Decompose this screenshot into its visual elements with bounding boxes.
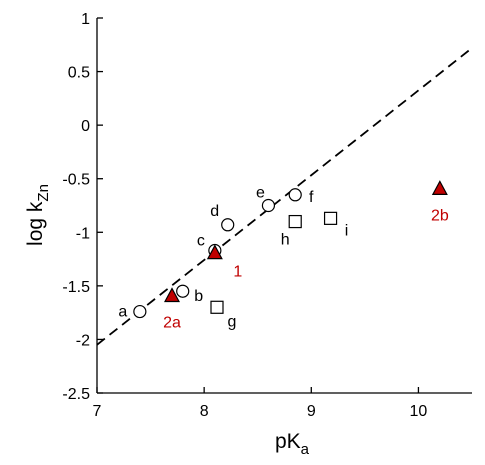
point-label-f: f bbox=[309, 189, 314, 206]
y-tick-label: -2.5 bbox=[62, 386, 90, 403]
circle-point-f bbox=[288, 188, 302, 202]
y-tick-label: 0 bbox=[81, 118, 90, 135]
point-label-1: 1 bbox=[233, 264, 242, 281]
x-tick-label: 8 bbox=[200, 403, 209, 420]
y-tick-label: -1.5 bbox=[62, 279, 90, 296]
point-label-h: h bbox=[281, 232, 290, 249]
point-label-e: e bbox=[256, 185, 265, 202]
y-tick-label: -2 bbox=[76, 332, 90, 349]
x-tick-label: 10 bbox=[410, 403, 428, 420]
triangle-point-2b bbox=[431, 180, 448, 195]
circle-point-e bbox=[261, 198, 276, 213]
point-label-b: b bbox=[194, 288, 203, 305]
point-label-a: a bbox=[118, 304, 127, 321]
point-label-2b: 2b bbox=[431, 207, 449, 224]
circle-point-b bbox=[176, 284, 190, 298]
triangle-point-2a bbox=[163, 287, 181, 303]
y-axis-title: log kZn bbox=[24, 184, 52, 246]
square-point-i bbox=[323, 211, 338, 225]
point-label-d: d bbox=[210, 203, 219, 220]
x-tick-label: 7 bbox=[93, 403, 102, 420]
circle-point-a bbox=[133, 304, 147, 319]
y-tick-label: -0.5 bbox=[62, 172, 90, 189]
point-label-c: c bbox=[197, 233, 205, 250]
point-label-g: g bbox=[228, 313, 237, 330]
point-label-2a: 2a bbox=[163, 315, 181, 332]
y-tick-label: 0.5 bbox=[68, 65, 90, 82]
x-tick-label: 9 bbox=[307, 403, 316, 420]
y-tick-label: -1 bbox=[76, 225, 90, 242]
fit-line bbox=[96, 47, 473, 346]
square-point-g bbox=[210, 300, 224, 314]
square-point-h bbox=[288, 214, 302, 229]
point-label-i: i bbox=[345, 222, 349, 239]
y-tick-label: 1 bbox=[81, 11, 90, 28]
triangle-point-1 bbox=[206, 244, 223, 260]
x-axis-title: pKa bbox=[275, 430, 310, 458]
circle-point-d bbox=[221, 218, 235, 232]
